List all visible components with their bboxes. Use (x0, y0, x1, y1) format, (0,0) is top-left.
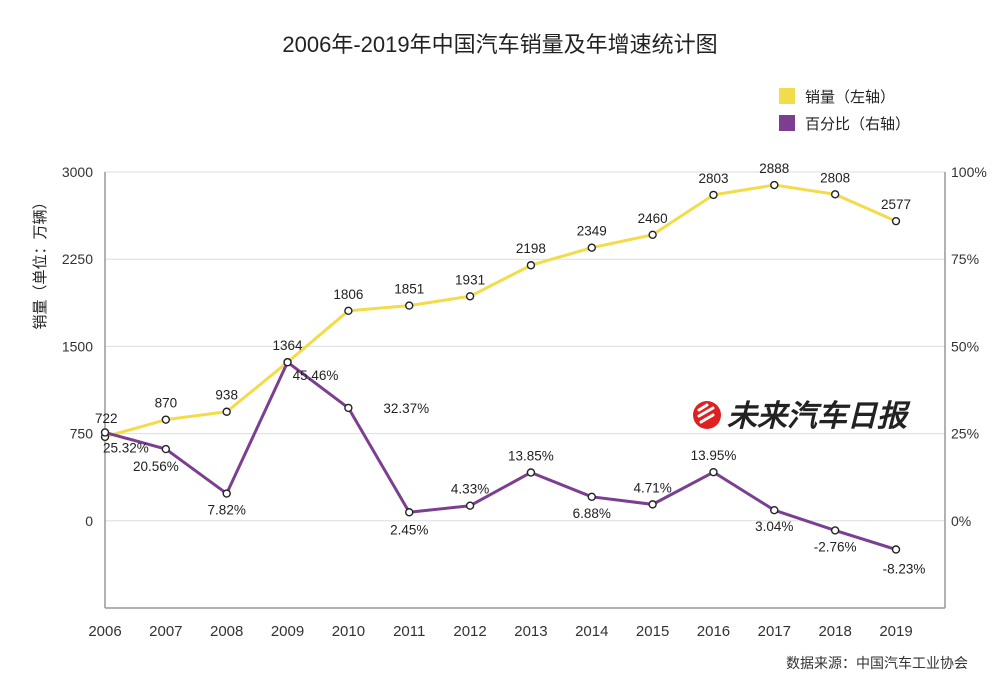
percent-data-label: 32.37% (383, 401, 429, 416)
percent-data-label: 6.88% (573, 506, 611, 521)
legend-swatch-percent (779, 115, 795, 131)
right-tick-label: 100% (951, 164, 987, 180)
x-tick-label: 2011 (393, 623, 425, 640)
left-tick-label: 1500 (62, 338, 93, 354)
sales-point (830, 190, 840, 199)
sales-point (344, 306, 353, 316)
sales-data-label: 938 (215, 388, 238, 403)
percent-data-label: 25.32% (103, 440, 149, 455)
percent-point (587, 492, 596, 502)
sales-point (465, 292, 475, 301)
percent-point (344, 403, 353, 413)
percent-point (526, 468, 536, 477)
watermark-logo: 未来汽车日报 (693, 400, 911, 433)
sales-point (648, 230, 657, 239)
right-tick-label: 50% (951, 338, 979, 354)
percent-point (222, 489, 231, 498)
left-tick-label: 2250 (62, 251, 93, 267)
percent-data-label: -8.23% (883, 562, 926, 577)
sales-data-label: 1851 (394, 282, 424, 297)
percent-point (709, 467, 718, 477)
sales-point (709, 190, 718, 200)
sales-data-label: 1364 (273, 338, 304, 353)
sales-data-label: 2888 (759, 161, 789, 176)
percent-data-label: 4.71% (633, 480, 671, 495)
percent-data-label: 3.04% (755, 519, 793, 534)
sales-point (587, 243, 596, 252)
sales-point (161, 415, 171, 424)
sales-data-label: 2808 (820, 170, 850, 185)
sales-data-label: 722 (95, 411, 118, 426)
sales-point (526, 261, 536, 270)
x-tick-label: 2012 (453, 623, 486, 640)
left-tick-label: 0 (85, 513, 93, 529)
right-tick-label: 75% (951, 251, 979, 267)
sales-point (770, 180, 779, 190)
sales-data-label: 2198 (516, 241, 546, 256)
percent-data-label: 20.56% (133, 459, 179, 474)
percent-data-label: 13.85% (508, 448, 554, 463)
y-axis-label: 销量（单位：万辆） (32, 194, 49, 329)
legend-label-sales: 销量（左轴） (805, 89, 895, 106)
right-tick-label: 25% (951, 426, 979, 442)
percent-data-label: 2.45% (390, 522, 428, 537)
sales-data-label: 1931 (455, 272, 485, 287)
left-tick-label: 750 (70, 426, 94, 442)
x-tick-label: 2014 (575, 623, 608, 640)
x-tick-label: 2008 (210, 623, 243, 640)
sales-data-label: 2577 (881, 197, 911, 212)
percent-point (770, 505, 779, 515)
sales-data-label: 2803 (698, 171, 728, 186)
sales-point (222, 407, 231, 416)
legend: 销量（左轴） 百分比（右轴） (779, 88, 910, 133)
percent-point (891, 545, 901, 554)
x-tick-label: 2013 (514, 623, 547, 640)
percent-point (830, 526, 840, 535)
watermark-text: 未来汽车日报 (727, 400, 911, 433)
chart-title: 2006年-2019年中国汽车销量及年增速统计图 (282, 32, 717, 57)
percent-data-label: 45.46% (293, 368, 339, 383)
percent-point (405, 508, 414, 517)
x-tick-label: 2019 (879, 623, 912, 640)
right-tick-label: 0% (951, 513, 971, 529)
percent-point (648, 500, 657, 509)
percent-point (283, 358, 292, 367)
x-tick-label: 2006 (88, 623, 121, 640)
sales-line (104, 183, 897, 439)
x-tick-label: 2018 (818, 623, 851, 640)
sales-data-label: 2349 (577, 224, 607, 239)
source-note: 数据来源：中国汽车工业协会 (786, 655, 968, 671)
sales-data-label: 1806 (333, 287, 363, 302)
sales-point (405, 301, 414, 310)
percent-data-label: 13.95% (691, 448, 737, 463)
percent-point (465, 501, 475, 510)
sales-data-label: 870 (155, 396, 178, 411)
x-tick-label: 2017 (758, 623, 791, 640)
sales-point (891, 216, 901, 226)
sales-data-label: 2460 (638, 211, 668, 226)
x-tick-label: 2007 (149, 623, 182, 640)
percent-point (161, 444, 171, 454)
percent-data-label: 4.33% (451, 482, 489, 497)
legend-label-percent: 百分比（右轴） (805, 116, 910, 133)
percent-point (100, 428, 110, 437)
x-tick-label: 2016 (697, 623, 730, 640)
x-tick-label: 2009 (271, 623, 304, 640)
x-tick-label: 2015 (636, 623, 669, 640)
percent-data-label: 7.82% (208, 503, 246, 518)
x-tick-label: 2010 (332, 623, 365, 640)
percent-data-label: -2.76% (814, 539, 857, 554)
left-tick-label: 3000 (62, 164, 93, 180)
percent-line (104, 360, 897, 551)
legend-swatch-sales (779, 88, 795, 104)
